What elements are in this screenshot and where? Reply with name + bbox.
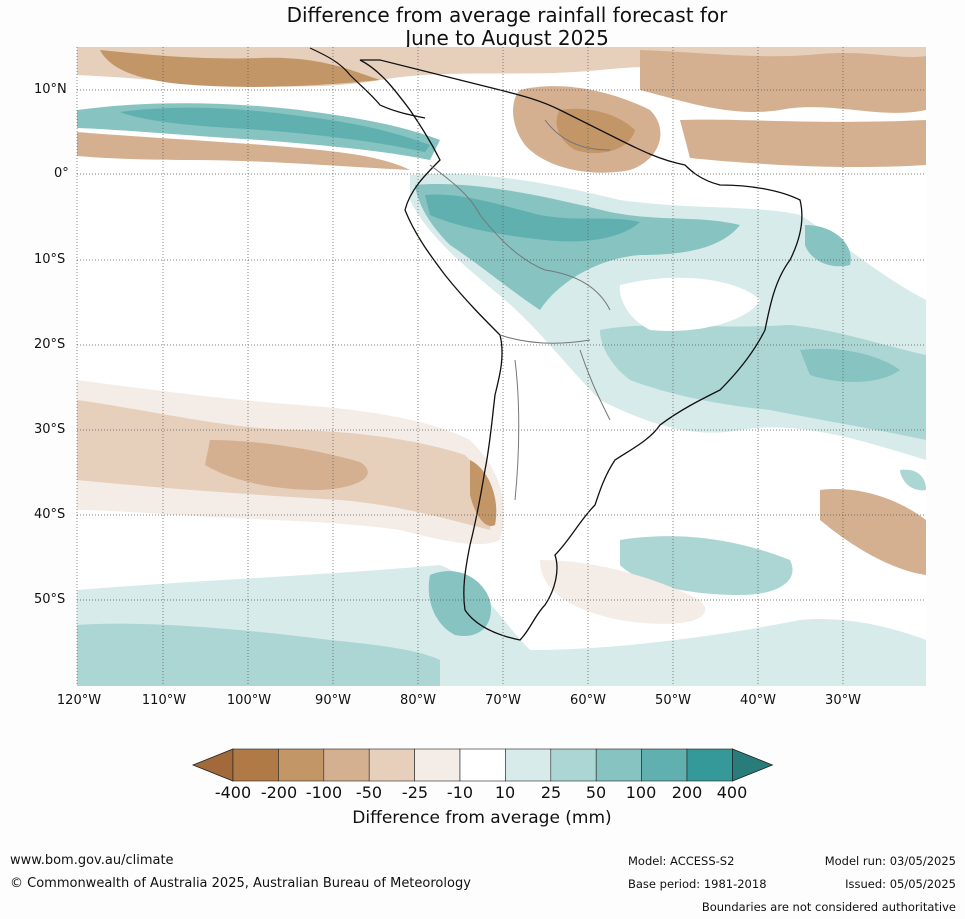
lat-label: 30°S xyxy=(34,422,66,437)
colorbar-title: Difference from average (mm) xyxy=(352,808,612,828)
colorbar-label: -400 xyxy=(214,783,252,802)
lon-label: 40°W xyxy=(740,693,776,708)
colorbar-swatch xyxy=(459,748,506,782)
colorbar-label: 25 xyxy=(540,783,562,802)
lon-label: 80°W xyxy=(400,693,436,708)
colorbar-arrow-high xyxy=(732,748,774,782)
lat-label: 10°S xyxy=(34,252,66,267)
lat-label: 40°S xyxy=(34,507,66,522)
footer-copyright: © Commonwealth of Australia 2025, Austra… xyxy=(10,876,471,891)
lon-label: 30°W xyxy=(825,693,861,708)
lat-label: 0° xyxy=(54,166,69,181)
lat-label: 10°N xyxy=(34,82,67,97)
lon-label: 120°W xyxy=(56,693,102,708)
colorbar-swatch xyxy=(550,748,597,782)
footer-issued: Issued: 05/05/2025 xyxy=(845,877,956,891)
lon-label: 50°W xyxy=(655,693,691,708)
colorbar-swatch xyxy=(323,748,370,782)
lon-label: 110°W xyxy=(141,693,187,708)
colorbar-label: 10 xyxy=(494,783,516,802)
colorbar-swatch xyxy=(595,748,642,782)
lon-label: 100°W xyxy=(226,693,272,708)
footer-model: Model: ACCESS-S2 xyxy=(628,854,735,868)
title-line-1: Difference from average rainfall forecas… xyxy=(286,3,728,27)
colorbar-swatch xyxy=(641,748,688,782)
rainfall-field xyxy=(77,47,926,686)
country-borders xyxy=(429,119,611,501)
colorbar-label: -25 xyxy=(401,783,429,802)
colorbar-label: 50 xyxy=(585,783,607,802)
footer-model-run: Model run: 03/05/2025 xyxy=(824,854,956,868)
colorbar-swatch xyxy=(686,748,733,782)
colorbar-label: 100 xyxy=(625,783,657,802)
graticule xyxy=(76,47,926,686)
colorbar xyxy=(191,748,774,782)
title-line-2: June to August 2025 xyxy=(405,26,609,50)
colorbar-label: 200 xyxy=(671,783,703,802)
map-title: Difference from average rainfall forecas… xyxy=(0,4,965,50)
colorbar-label: -10 xyxy=(446,783,474,802)
colorbar-swatch xyxy=(505,748,552,782)
colorbar-swatch xyxy=(368,748,415,782)
colorbar-arrow-low xyxy=(191,748,234,782)
footer-base-period: Base period: 1981-2018 xyxy=(628,877,767,891)
lon-label: 70°W xyxy=(485,693,521,708)
colorbar-swatch xyxy=(278,748,325,782)
lat-label: 20°S xyxy=(34,337,66,352)
south-america-coastline xyxy=(359,59,803,641)
colorbar-label: -100 xyxy=(305,783,343,802)
footer-boundaries-note: Boundaries are not considered authoritat… xyxy=(701,900,956,914)
footer-url[interactable]: www.bom.gov.au/climate xyxy=(10,853,174,868)
colorbar-label: 400 xyxy=(716,783,748,802)
colorbar-swatch xyxy=(232,748,279,782)
lat-label: 50°S xyxy=(34,592,66,607)
lon-label: 60°W xyxy=(570,693,606,708)
lon-label: 90°W xyxy=(315,693,351,708)
colorbar-label: -50 xyxy=(355,783,383,802)
colorbar-label: -200 xyxy=(260,783,298,802)
colorbar-swatch xyxy=(414,748,461,782)
